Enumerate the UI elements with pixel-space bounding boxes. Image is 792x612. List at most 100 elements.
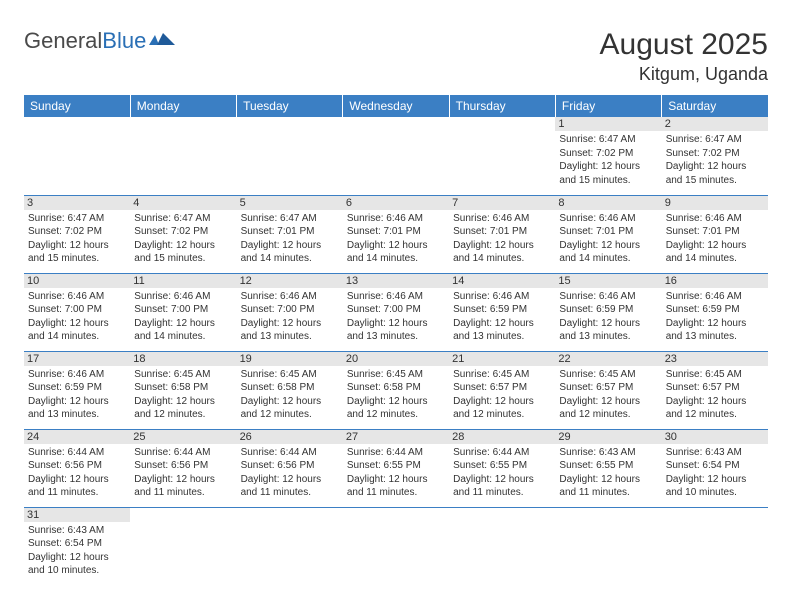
calendar-table: Sunday Monday Tuesday Wednesday Thursday… (24, 95, 768, 585)
day-cell (237, 117, 343, 195)
daylight-line: and 11 minutes. (559, 486, 657, 500)
day-cell: 22Sunrise: 6:45 AMSunset: 6:57 PMDayligh… (555, 351, 661, 429)
daylight-line: and 10 minutes. (28, 564, 126, 578)
day-number: 4 (130, 196, 236, 210)
sunrise-line: Sunrise: 6:44 AM (347, 446, 445, 460)
daylight-line: Daylight: 12 hours (559, 317, 657, 331)
sunset-line: Sunset: 7:01 PM (559, 225, 657, 239)
calendar-page: GeneralBlue August 2025 Kitgum, Uganda S… (0, 0, 792, 601)
daylight-line: Daylight: 12 hours (559, 160, 657, 174)
daylight-line: Daylight: 12 hours (28, 473, 126, 487)
sunset-line: Sunset: 7:02 PM (666, 147, 764, 161)
daylight-line: Daylight: 12 hours (134, 317, 232, 331)
daylight-line: Daylight: 12 hours (28, 239, 126, 253)
daylight-line: and 12 minutes. (453, 408, 551, 422)
daylight-line: and 13 minutes. (666, 330, 764, 344)
sunset-line: Sunset: 7:02 PM (134, 225, 232, 239)
day-cell: 8Sunrise: 6:46 AMSunset: 7:01 PMDaylight… (555, 195, 661, 273)
daylight-line: and 14 minutes. (28, 330, 126, 344)
daylight-line: and 11 minutes. (241, 486, 339, 500)
dow-thu: Thursday (449, 95, 555, 117)
week-row: 24Sunrise: 6:44 AMSunset: 6:56 PMDayligh… (24, 429, 768, 507)
day-number: 19 (237, 352, 343, 366)
sunset-line: Sunset: 6:59 PM (559, 303, 657, 317)
day-number: 21 (449, 352, 555, 366)
sunset-line: Sunset: 6:59 PM (453, 303, 551, 317)
daylight-line: Daylight: 12 hours (666, 473, 764, 487)
daylight-line: Daylight: 12 hours (347, 317, 445, 331)
sunrise-line: Sunrise: 6:45 AM (559, 368, 657, 382)
day-cell: 24Sunrise: 6:44 AMSunset: 6:56 PMDayligh… (24, 429, 130, 507)
daylight-line: and 12 minutes. (347, 408, 445, 422)
day-cell: 27Sunrise: 6:44 AMSunset: 6:55 PMDayligh… (343, 429, 449, 507)
daylight-line: and 11 minutes. (453, 486, 551, 500)
daylight-line: Daylight: 12 hours (666, 395, 764, 409)
day-cell (130, 507, 236, 585)
daylight-line: and 12 minutes. (666, 408, 764, 422)
sunset-line: Sunset: 6:56 PM (28, 459, 126, 473)
daylight-line: and 11 minutes. (28, 486, 126, 500)
sunset-line: Sunset: 7:00 PM (347, 303, 445, 317)
sunset-line: Sunset: 6:59 PM (28, 381, 126, 395)
sunrise-line: Sunrise: 6:46 AM (453, 290, 551, 304)
day-number: 30 (662, 430, 768, 444)
daylight-line: Daylight: 12 hours (453, 239, 551, 253)
day-cell: 31Sunrise: 6:43 AMSunset: 6:54 PMDayligh… (24, 507, 130, 585)
sunrise-line: Sunrise: 6:47 AM (559, 133, 657, 147)
day-cell: 12Sunrise: 6:46 AMSunset: 7:00 PMDayligh… (237, 273, 343, 351)
sunrise-line: Sunrise: 6:46 AM (347, 212, 445, 226)
logo-text-blue: Blue (102, 28, 146, 54)
sunrise-line: Sunrise: 6:45 AM (347, 368, 445, 382)
daylight-line: Daylight: 12 hours (666, 160, 764, 174)
day-number: 23 (662, 352, 768, 366)
daylight-line: and 14 minutes. (559, 252, 657, 266)
sunrise-line: Sunrise: 6:45 AM (666, 368, 764, 382)
sunset-line: Sunset: 6:56 PM (134, 459, 232, 473)
day-number: 17 (24, 352, 130, 366)
month-title: August 2025 (600, 28, 768, 62)
daylight-line: and 13 minutes. (347, 330, 445, 344)
sunset-line: Sunset: 6:58 PM (241, 381, 339, 395)
sunset-line: Sunset: 7:00 PM (241, 303, 339, 317)
daylight-line: Daylight: 12 hours (347, 239, 445, 253)
day-cell: 5Sunrise: 6:47 AMSunset: 7:01 PMDaylight… (237, 195, 343, 273)
day-cell: 23Sunrise: 6:45 AMSunset: 6:57 PMDayligh… (662, 351, 768, 429)
day-cell: 21Sunrise: 6:45 AMSunset: 6:57 PMDayligh… (449, 351, 555, 429)
sunrise-line: Sunrise: 6:47 AM (666, 133, 764, 147)
daylight-line: Daylight: 12 hours (559, 239, 657, 253)
daylight-line: Daylight: 12 hours (241, 239, 339, 253)
week-row: 10Sunrise: 6:46 AMSunset: 7:00 PMDayligh… (24, 273, 768, 351)
day-cell (237, 507, 343, 585)
daylight-line: Daylight: 12 hours (134, 395, 232, 409)
day-cell: 19Sunrise: 6:45 AMSunset: 6:58 PMDayligh… (237, 351, 343, 429)
sunrise-line: Sunrise: 6:45 AM (453, 368, 551, 382)
day-cell: 18Sunrise: 6:45 AMSunset: 6:58 PMDayligh… (130, 351, 236, 429)
logo-text-general: General (24, 28, 102, 54)
sunrise-line: Sunrise: 6:46 AM (134, 290, 232, 304)
day-cell: 15Sunrise: 6:46 AMSunset: 6:59 PMDayligh… (555, 273, 661, 351)
sunrise-line: Sunrise: 6:45 AM (134, 368, 232, 382)
calendar-body: 1Sunrise: 6:47 AMSunset: 7:02 PMDaylight… (24, 117, 768, 585)
daylight-line: and 14 minutes. (666, 252, 764, 266)
day-cell: 1Sunrise: 6:47 AMSunset: 7:02 PMDaylight… (555, 117, 661, 195)
day-number: 2 (662, 117, 768, 131)
daylight-line: and 13 minutes. (28, 408, 126, 422)
day-number: 25 (130, 430, 236, 444)
week-row: 31Sunrise: 6:43 AMSunset: 6:54 PMDayligh… (24, 507, 768, 585)
day-cell: 7Sunrise: 6:46 AMSunset: 7:01 PMDaylight… (449, 195, 555, 273)
daylight-line: and 12 minutes. (241, 408, 339, 422)
day-number: 14 (449, 274, 555, 288)
day-number: 5 (237, 196, 343, 210)
daylight-line: Daylight: 12 hours (134, 239, 232, 253)
day-cell: 10Sunrise: 6:46 AMSunset: 7:00 PMDayligh… (24, 273, 130, 351)
day-cell: 28Sunrise: 6:44 AMSunset: 6:55 PMDayligh… (449, 429, 555, 507)
day-cell (24, 117, 130, 195)
day-cell (449, 507, 555, 585)
day-cell: 20Sunrise: 6:45 AMSunset: 6:58 PMDayligh… (343, 351, 449, 429)
day-cell (343, 507, 449, 585)
sunset-line: Sunset: 6:58 PM (347, 381, 445, 395)
day-number: 13 (343, 274, 449, 288)
daylight-line: Daylight: 12 hours (559, 395, 657, 409)
sunset-line: Sunset: 7:01 PM (347, 225, 445, 239)
sunset-line: Sunset: 6:57 PM (453, 381, 551, 395)
